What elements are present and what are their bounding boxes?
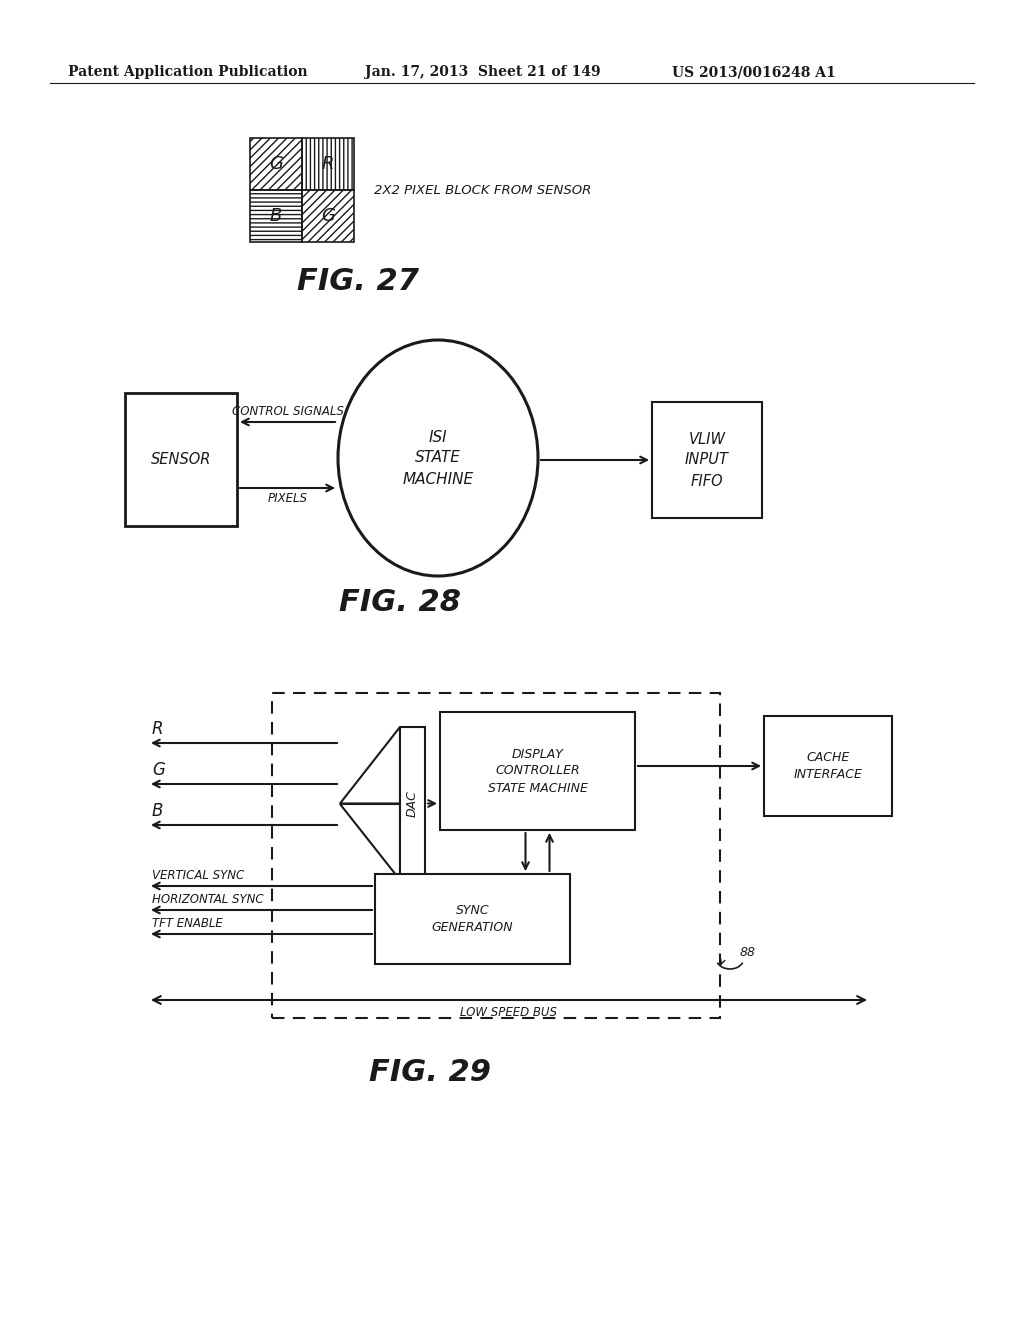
Ellipse shape [338, 341, 538, 576]
Text: G: G [321, 207, 335, 224]
Polygon shape [400, 727, 425, 880]
Bar [302, 139, 354, 190]
Text: B: B [269, 207, 283, 224]
Text: FIG. 28: FIG. 28 [339, 587, 461, 616]
Text: PIXELS: PIXELS [267, 492, 307, 506]
Text: G: G [269, 154, 283, 173]
Text: US 2013/0016248 A1: US 2013/0016248 A1 [672, 65, 836, 79]
Text: R: R [152, 719, 164, 738]
Polygon shape [340, 727, 400, 804]
Text: FIG. 27: FIG. 27 [297, 267, 419, 296]
Text: G: G [152, 762, 165, 779]
Text: R: R [322, 154, 334, 173]
Text: LOW SPEED BUS: LOW SPEED BUS [461, 1006, 557, 1019]
Bar [125, 393, 237, 525]
Polygon shape [340, 804, 400, 880]
Text: 88: 88 [740, 945, 756, 958]
Text: CACHE
INTERFACE: CACHE INTERFACE [794, 751, 862, 781]
Text: Patent Application Publication: Patent Application Publication [68, 65, 307, 79]
Bar [375, 874, 570, 964]
Bar [250, 190, 302, 242]
Bar [272, 693, 720, 1018]
Bar [302, 190, 354, 242]
Text: FIG. 29: FIG. 29 [369, 1059, 490, 1086]
Text: VERTICAL SYNC: VERTICAL SYNC [152, 869, 245, 882]
Text: DISPLAY
CONTROLLER
STATE MACHINE: DISPLAY CONTROLLER STATE MACHINE [487, 747, 588, 795]
Text: DAC: DAC [406, 791, 419, 817]
Bar [764, 715, 892, 816]
Text: HORIZONTAL SYNC: HORIZONTAL SYNC [152, 894, 263, 906]
Bar [250, 139, 302, 190]
Text: B: B [152, 803, 164, 820]
Text: 2X2 PIXEL BLOCK FROM SENSOR: 2X2 PIXEL BLOCK FROM SENSOR [374, 183, 592, 197]
Text: SENSOR: SENSOR [151, 451, 211, 467]
Text: ISI
STATE
MACHINE: ISI STATE MACHINE [402, 429, 473, 487]
Bar [440, 711, 635, 830]
Text: Jan. 17, 2013  Sheet 21 of 149: Jan. 17, 2013 Sheet 21 of 149 [365, 65, 601, 79]
Text: VLIW
INPUT
FIFO: VLIW INPUT FIFO [685, 432, 729, 488]
Text: TFT ENABLE: TFT ENABLE [152, 917, 223, 931]
Text: SYNC
GENERATION: SYNC GENERATION [432, 904, 513, 935]
Bar [652, 403, 762, 517]
Text: CONTROL SIGNALS: CONTROL SIGNALS [231, 405, 343, 418]
